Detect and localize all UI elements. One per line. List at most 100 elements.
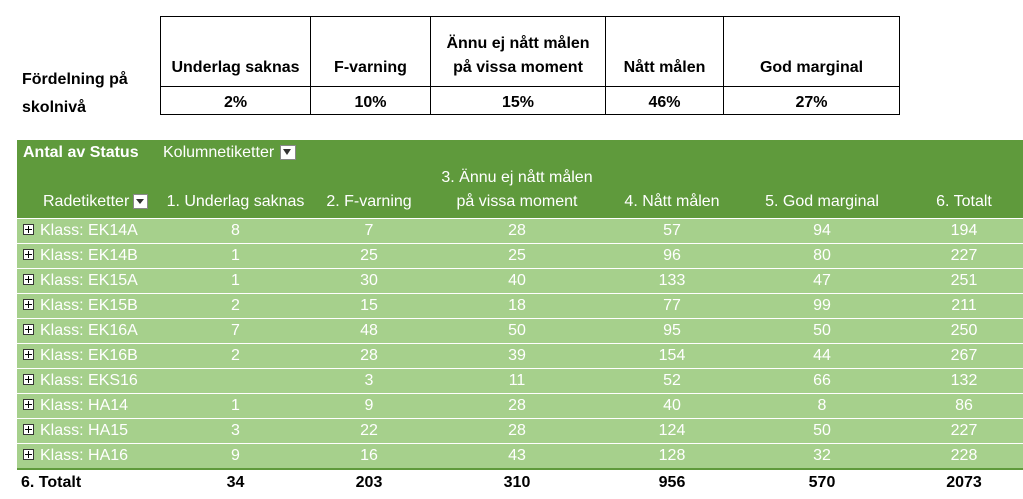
data-cell: 22	[308, 418, 430, 444]
total-row: 6. Totalt 34 203 310 956 570 2073	[17, 468, 1023, 496]
row-label: Klass: EK15B	[40, 297, 138, 314]
row-label-cell: Klass: EK14B	[17, 243, 163, 269]
data-cell: 9	[308, 393, 430, 419]
expand-icon[interactable]	[23, 374, 34, 386]
total-cell: 203	[308, 468, 430, 496]
table-row: Klass: EKS16 3 11 52 66 132	[17, 368, 1023, 394]
column-header: 5. God marginal	[740, 166, 904, 219]
data-cell: 251	[904, 268, 1023, 294]
summary-label-line2: skolnivå	[22, 99, 87, 116]
column-header: 3. Ännu ej nått målen på vissa moment	[430, 166, 604, 219]
column-header: 2. F-varning	[308, 166, 430, 219]
table-row: Klass: EK16A 7 48 50 95 50 250	[17, 318, 1023, 344]
dropdown-icon[interactable]	[133, 194, 149, 210]
data-cell: 50	[740, 318, 904, 344]
data-cell: 28	[308, 343, 430, 369]
data-cell: 40	[604, 393, 740, 419]
row-label-cell: Klass: EK15B	[17, 293, 163, 319]
row-label: Klass: EK16B	[40, 347, 138, 364]
row-label-cell: Klass: HA16	[17, 443, 163, 469]
row-label: Klass: EKS16	[40, 372, 138, 389]
data-cell: 66	[740, 368, 904, 394]
filter-icon[interactable]	[280, 145, 297, 161]
expand-icon[interactable]	[23, 424, 34, 436]
pivot-title: Antal av Status	[17, 140, 163, 166]
data-cell: 1	[163, 393, 308, 419]
row-label-cell: Klass: EK15A	[17, 268, 163, 294]
row-labels-caption: Radetiketter	[43, 193, 130, 210]
data-cell: 48	[308, 318, 430, 344]
pivot-table: Antal av Status Kolumnetiketter Radetike…	[17, 140, 1023, 496]
table-row: Klass: HA14 1 9 28 40 8 86	[17, 393, 1023, 419]
expand-icon[interactable]	[23, 399, 34, 411]
table-row: Klass: EK14A 8 7 28 57 94 194	[17, 218, 1023, 244]
data-cell: 124	[604, 418, 740, 444]
row-label: Klass: HA15	[40, 422, 129, 439]
data-cell: 132	[904, 368, 1023, 394]
data-cell: 7	[163, 318, 308, 344]
data-cell: 8	[163, 218, 308, 244]
data-cell: 2	[163, 293, 308, 319]
row-label-cell: Klass: HA15	[17, 418, 163, 444]
summary-header-cell: God marginal	[723, 16, 900, 87]
summary-header-cell: Nått målen	[605, 16, 724, 87]
data-cell: 28	[430, 393, 604, 419]
data-cell: 77	[604, 293, 740, 319]
row-label-cell: Klass: EK14A	[17, 218, 163, 244]
data-cell: 194	[904, 218, 1023, 244]
expand-icon[interactable]	[23, 249, 34, 261]
summary-table: Underlag saknas F-varning Ännu ej nått m…	[160, 16, 900, 115]
data-cell	[163, 368, 308, 394]
expand-icon[interactable]	[23, 349, 34, 361]
expand-icon[interactable]	[23, 224, 34, 236]
column-header: 1. Underlag saknas	[163, 166, 308, 219]
summary-header-row: Underlag saknas F-varning Ännu ej nått m…	[160, 16, 900, 87]
data-cell: 1	[163, 268, 308, 294]
data-cell: 3	[163, 418, 308, 444]
row-labels-header: Radetiketter	[17, 166, 163, 219]
expand-icon[interactable]	[23, 449, 34, 461]
summary-header-cell: F-varning	[310, 16, 431, 87]
data-cell: 96	[604, 243, 740, 269]
data-cell: 133	[604, 268, 740, 294]
row-label-cell: Klass: EK16B	[17, 343, 163, 369]
data-cell: 16	[308, 443, 430, 469]
data-cell: 267	[904, 343, 1023, 369]
expand-icon[interactable]	[23, 299, 34, 311]
data-cell: 30	[308, 268, 430, 294]
table-row: Klass: HA15 3 22 28 124 50 227	[17, 418, 1023, 444]
data-cell: 1	[163, 243, 308, 269]
expand-icon[interactable]	[23, 274, 34, 286]
pivot-header-row: Radetiketter 1. Underlag saknas 2. F-var…	[17, 166, 1023, 219]
expand-icon[interactable]	[23, 324, 34, 336]
summary-values-row: 2% 10% 15% 46% 27%	[160, 86, 900, 115]
data-cell: 52	[604, 368, 740, 394]
data-cell: 25	[430, 243, 604, 269]
data-cell: 94	[740, 218, 904, 244]
data-cell: 227	[904, 418, 1023, 444]
data-cell: 250	[904, 318, 1023, 344]
data-cell: 211	[904, 293, 1023, 319]
data-cell: 7	[308, 218, 430, 244]
summary-value-cell: 2%	[160, 86, 311, 115]
table-row: Klass: EK15A 1 30 40 133 47 251	[17, 268, 1023, 294]
data-cell: 28	[430, 418, 604, 444]
row-label-cell: Klass: HA14	[17, 393, 163, 419]
table-row: Klass: EK15B 2 15 18 77 99 211	[17, 293, 1023, 319]
pivot-title-text: Antal av Status	[23, 144, 139, 161]
data-cell: 11	[430, 368, 604, 394]
summary-value-cell: 46%	[605, 86, 724, 115]
column-header-text: 3. Ännu ej nått målen på vissa moment	[441, 169, 593, 210]
summary-value-cell: 10%	[310, 86, 431, 115]
total-cell: 34	[163, 468, 308, 496]
summary-header-cell: Ännu ej nått målen på vissa moment	[430, 16, 606, 87]
summary-label: Fördelning på skolnivå	[22, 66, 128, 122]
summary-label-line1: Fördelning på	[22, 71, 128, 88]
row-label-cell: Klass: EK16A	[17, 318, 163, 344]
total-cell: 2073	[904, 468, 1023, 496]
data-cell: 50	[740, 418, 904, 444]
data-cell: 57	[604, 218, 740, 244]
total-cell: 310	[430, 468, 604, 496]
data-cell: 15	[308, 293, 430, 319]
data-cell: 50	[430, 318, 604, 344]
